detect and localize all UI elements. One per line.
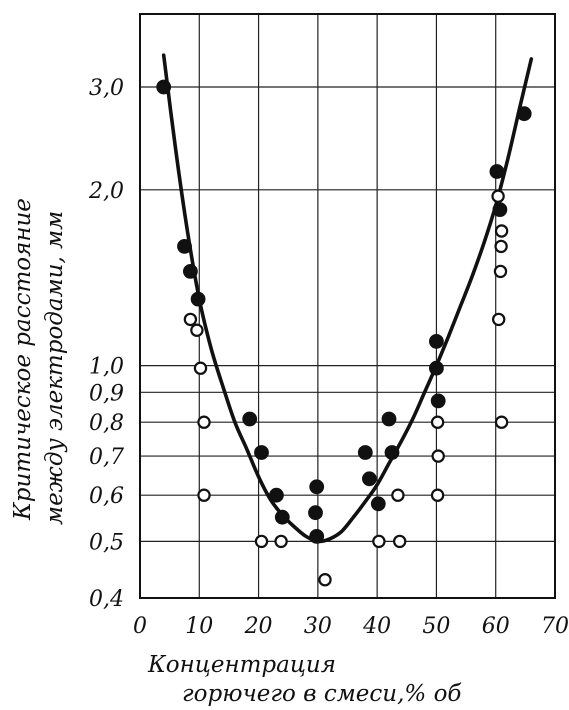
data-point-filled bbox=[357, 445, 373, 460]
x-tick-label: 60 bbox=[482, 614, 510, 639]
y-tick-label: 0,7 bbox=[89, 445, 124, 470]
data-point-open bbox=[274, 534, 288, 549]
y-tick-label: 0,4 bbox=[89, 587, 124, 612]
data-point-open bbox=[193, 361, 208, 375]
fit-curve bbox=[161, 53, 534, 544]
data-point-open bbox=[391, 488, 405, 502]
data-point-open bbox=[430, 488, 445, 502]
data-point-open bbox=[494, 415, 509, 429]
data-point-open bbox=[254, 534, 269, 549]
data-point-open bbox=[492, 312, 506, 327]
data-point-open bbox=[393, 534, 407, 549]
data-point-filled bbox=[516, 106, 532, 122]
y-tick-label: 0,8 bbox=[89, 411, 124, 436]
data-point-open bbox=[197, 488, 211, 502]
data-point-filled bbox=[308, 505, 323, 521]
data-point-filled bbox=[182, 264, 198, 279]
data-point-open bbox=[431, 449, 445, 463]
data-point-filled bbox=[242, 411, 258, 427]
x-tick-label: 40 bbox=[362, 614, 391, 639]
data-point-filled bbox=[370, 496, 386, 512]
data-point-open bbox=[197, 415, 211, 429]
data-point-open bbox=[430, 415, 445, 429]
data-point-open bbox=[493, 264, 508, 279]
data-point-filled bbox=[429, 360, 444, 376]
data-point-filled bbox=[309, 529, 325, 544]
data-point-filled bbox=[190, 291, 206, 307]
data-point-filled bbox=[430, 393, 446, 409]
x-tick-label: 20 bbox=[244, 614, 273, 639]
data-point-filled bbox=[274, 509, 290, 525]
y-tick-label: 3,0 bbox=[89, 76, 124, 101]
x-axis-title-line1: Концентрация bbox=[147, 652, 336, 678]
data-points bbox=[156, 79, 532, 587]
data-point-filled bbox=[362, 471, 377, 487]
data-point-filled bbox=[429, 334, 444, 349]
data-point-filled bbox=[269, 487, 284, 503]
y-tick-label: 1,0 bbox=[89, 355, 124, 380]
data-point-open bbox=[183, 312, 198, 327]
data-point-filled bbox=[254, 445, 269, 460]
y-tick-label: 0,6 bbox=[89, 484, 124, 509]
x-tick-label: 70 bbox=[541, 614, 569, 639]
y-tick-labels: 0,4 0,5 0,6 0,7 0,8 0,91,0 2,0 3,0 bbox=[88, 76, 124, 612]
data-point-open bbox=[372, 534, 386, 549]
x-tick-label: 30 bbox=[304, 614, 332, 639]
data-point-filled bbox=[309, 479, 325, 495]
data-point-open bbox=[491, 189, 505, 203]
data-point-filled bbox=[489, 164, 505, 179]
y-axis-title-line2: между электродами, мм bbox=[42, 211, 68, 525]
y-tick-label: 0,5 bbox=[89, 530, 124, 555]
x-tick-label: 10 bbox=[185, 614, 213, 639]
data-point-open bbox=[494, 239, 508, 254]
x-axis-title-line2: горючего в смеси,% об bbox=[182, 681, 462, 707]
x-tick-label: 0 bbox=[133, 614, 147, 639]
data-point-filled bbox=[492, 202, 508, 218]
data-point-filled bbox=[384, 445, 400, 460]
data-point-open bbox=[190, 323, 204, 337]
plot-frame bbox=[139, 13, 556, 599]
y-tick-label: 0,9 bbox=[89, 381, 124, 406]
data-point-open bbox=[494, 224, 509, 238]
data-point-filled bbox=[156, 79, 172, 95]
data-point-filled bbox=[177, 238, 192, 254]
data-point-filled bbox=[381, 411, 397, 427]
grid bbox=[140, 14, 555, 598]
data-point-open bbox=[318, 573, 332, 587]
y-axis-title-line1: Критическое расстояние bbox=[10, 198, 36, 521]
y-tick-label: 2,0 bbox=[88, 179, 124, 204]
x-tick-label: 50 bbox=[422, 614, 450, 639]
x-tick-labels: 0 10 20 30 40 50 60 70 bbox=[133, 614, 569, 639]
